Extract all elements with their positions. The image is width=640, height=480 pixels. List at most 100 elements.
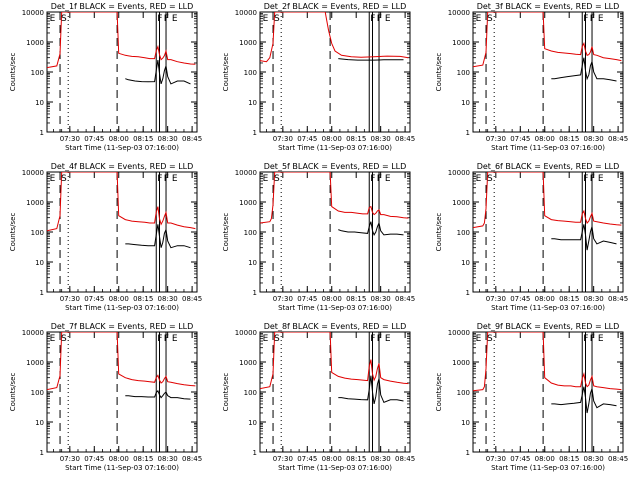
panel-3-y-tick-label: 1 [466,129,470,137]
panel-4-state-marker: S [61,174,67,184]
panel-2-y-axis-label: Counts/sec [222,53,230,92]
panel-2-x-tick-label: 08:15 [346,135,366,143]
panel-2-y-tick-label: 10000 [235,9,257,17]
panel-4-y-tick-label: 10 [35,259,44,267]
panel-8-x-tick-label: 08:00 [322,455,342,463]
panel-6-x-tick-label: 08:00 [535,295,555,303]
panel-3-x-axis-label: Start Time (11-Sep-03 07:16:00) [491,144,605,152]
panel-7-y-tick-label: 10 [35,419,44,427]
panel-9-state-marker: S [487,334,493,344]
panel-5-x-tick-label: 08:15 [346,295,366,303]
panel-7-state-marker: E [172,334,178,344]
panel-9-x-tick-label: 08:45 [608,455,628,463]
panel-6-title: Det_6f BLACK = Events, RED = LLD [477,162,620,171]
panel-8-y-tick-label: 100 [244,389,257,397]
panel-6-x-tick-label: 07:30 [486,295,506,303]
panel-6-state-marker: E [598,174,604,184]
panel-2-events-series-line [338,58,404,61]
panel-4-x-axis-label: Start Time (11-Sep-03 07:16:00) [65,304,179,312]
panel-5-events-series-line [338,221,404,237]
panel-4-y-tick-label: 1 [40,289,44,297]
panel-5-state-marker: S [274,174,280,184]
panel-9-state-marker: F [590,334,595,344]
panel-1-state-marker: E [50,14,56,24]
panel-8-title: Det_8f BLACK = Events, RED = LLD [264,322,407,331]
panel-1-x-tick-label: 07:45 [84,135,104,143]
panel-6-state-marker: F [590,174,595,184]
panel-8-x-tick-label: 08:15 [346,455,366,463]
panel-5-lld-series-line [260,172,409,224]
panel-5-x-tick-label: 07:45 [297,295,317,303]
panel-6-state-marker: S [487,174,493,184]
panel-6-lld-series-line [473,172,622,229]
panel-9-state-marker: E [476,334,482,344]
panel-4-x-tick-label: 07:30 [60,295,80,303]
panel-1-x-tick-label: 08:15 [133,135,153,143]
panel-3-x-tick-label: 07:30 [486,135,506,143]
panel-4-x-tick-label: 08:00 [109,295,129,303]
panel-2-y-tick-label: 10 [248,99,257,107]
panel-8-x-tick-label: 08:30 [371,455,391,463]
panel-6-x-tick-label: 08:45 [608,295,628,303]
panel-4-axes-frame [46,171,198,293]
panel-8-x-tick-label: 07:30 [273,455,293,463]
panel-3-x-tick-label: 08:30 [584,135,604,143]
panel-4-state-marker: E [50,174,56,184]
panel-8-x-tick-label: 07:45 [297,455,317,463]
panel-9-y-tick-label: 1000 [452,359,470,367]
panel-4-lld-series-line [47,172,196,232]
panel-8-state-marker: F [370,334,375,344]
panel-9-x-tick-label: 08:30 [584,455,604,463]
panel-4-x-tick-label: 08:45 [182,295,202,303]
panel-5-y-tick-label: 1 [253,289,257,297]
panel-3-y-tick-label: 10000 [448,9,470,17]
panel-1-events-series-line [125,60,191,85]
panel-5-x-tick-label: 07:30 [273,295,293,303]
panel-4-x-tick-label: 08:30 [158,295,178,303]
panel-6-axes-frame [472,171,624,293]
panel-8-state-marker: E [385,334,391,344]
panel-7-x-axis-label: Start Time (11-Sep-03 07:16:00) [65,464,179,472]
panel-7-events-series-line [125,389,191,400]
panel-7-y-tick-label: 10000 [22,329,44,337]
panel-1-x-tick-label: 08:30 [158,135,178,143]
panel-7-lld-series-line [47,332,196,391]
panel-7-state-marker: F [157,334,162,344]
panel-9-x-tick-label: 07:45 [510,455,530,463]
panel-2-axes-frame [259,11,411,133]
panel-1-y-tick-label: 10000 [22,9,44,17]
panel-3-state-marker: F [590,14,595,24]
panel-5-state-marker: E [263,174,269,184]
panel-1-state-marker: F [157,14,162,24]
panel-2-x-tick-label: 07:45 [297,135,317,143]
panel-3-y-tick-label: 100 [457,69,470,77]
panel-5-x-tick-label: 08:45 [395,295,415,303]
panel-5-x-axis-label: Start Time (11-Sep-03 07:16:00) [278,304,392,312]
panel-6-x-axis-label: Start Time (11-Sep-03 07:16:00) [491,304,605,312]
panel-6-state-marker: E [476,174,482,184]
panel-2-state-marker: E [263,14,269,24]
panel-7-y-tick-label: 1000 [26,359,44,367]
panel-1-y-tick-label: 10 [35,99,44,107]
panel-2-state-marker: F [370,14,375,24]
panel-8-x-axis-label: Start Time (11-Sep-03 07:16:00) [278,464,392,472]
panel-2-lld-series-line [260,12,409,63]
panel-2-x-tick-label: 08:00 [322,135,342,143]
panel-1-title: Det_1f BLACK = Events, RED = LLD [51,2,194,11]
panel-9-state-marker: E [598,334,604,344]
panel-3-state-marker: S [487,14,493,24]
panel-3-x-tick-label: 07:45 [510,135,530,143]
panel-8-lld-series-line [260,332,409,390]
panel-4-x-tick-label: 08:15 [133,295,153,303]
panel-5-title: Det_5f BLACK = Events, RED = LLD [264,162,407,171]
panel-6-x-tick-label: 08:30 [584,295,604,303]
panel-9-x-tick-label: 08:00 [535,455,555,463]
panel-1-state-marker: S [61,14,67,24]
panel-3-state-marker: E [476,14,482,24]
panel-7-x-tick-label: 07:45 [84,455,104,463]
panel-8-x-tick-label: 08:45 [395,455,415,463]
panel-6-y-tick-label: 10000 [448,169,470,177]
panel-6-y-tick-label: 1 [466,289,470,297]
panel-1-y-tick-label: 1000 [26,39,44,47]
